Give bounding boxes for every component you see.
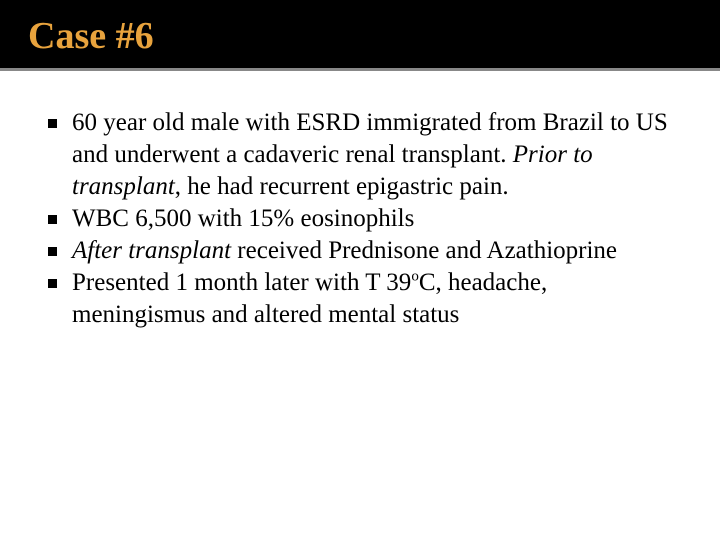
bullet-item: WBC 6,500 with 15% eosinophils — [42, 203, 678, 235]
bullet-list: 60 year old male with ESRD immigrated fr… — [42, 107, 678, 331]
bullet-text-segment: , he had recurrent epigastric pain. — [175, 173, 509, 200]
slide-header: Case #6 — [0, 0, 720, 71]
bullet-text-segment: Presented 1 month later with T 39 — [72, 269, 411, 296]
slide-title: Case #6 — [28, 14, 692, 58]
bullet-item: Presented 1 month later with T 39oC, hea… — [42, 267, 678, 331]
slide-content: 60 year old male with ESRD immigrated fr… — [0, 71, 720, 351]
bullet-text-segment: received Prednisone and Azathioprine — [231, 237, 617, 264]
bullet-text-segment: After transplant — [72, 237, 231, 264]
bullet-text-segment: o — [411, 269, 419, 285]
bullet-item: After transplant received Prednisone and… — [42, 235, 678, 267]
bullet-item: 60 year old male with ESRD immigrated fr… — [42, 107, 678, 203]
bullet-text-segment: WBC 6,500 with 15% eosinophils — [72, 205, 414, 232]
